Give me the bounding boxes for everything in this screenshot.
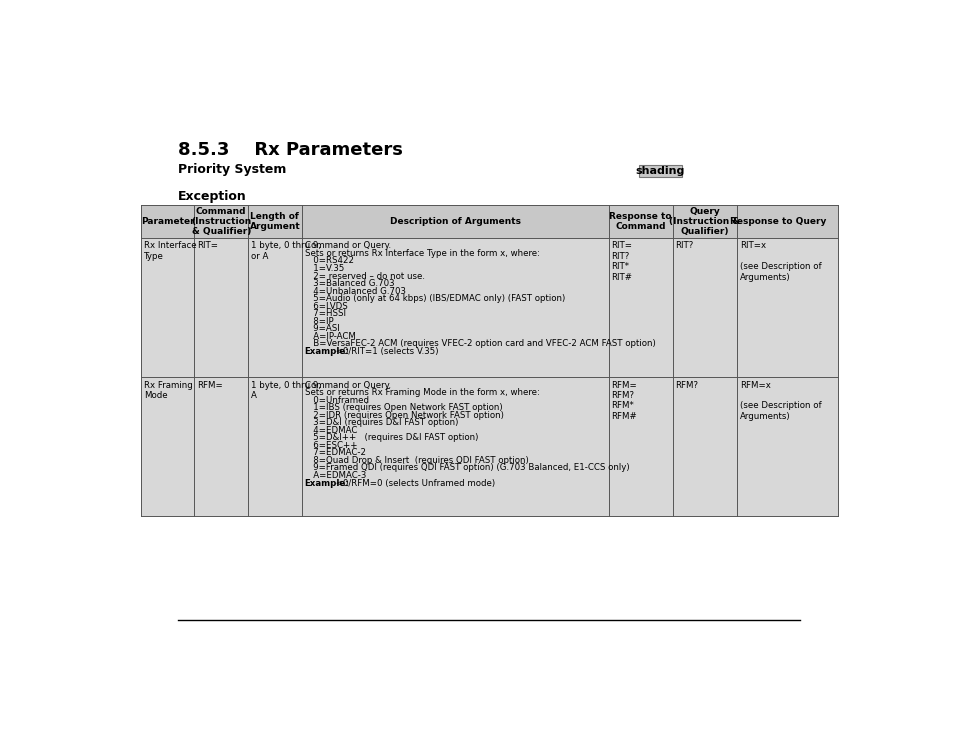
Text: 2= reserved – do not use.: 2= reserved – do not use. bbox=[304, 272, 424, 280]
Text: 3=Balanced G.703: 3=Balanced G.703 bbox=[304, 279, 394, 288]
Text: Sets or returns Rx Framing Mode in the form x, where:: Sets or returns Rx Framing Mode in the f… bbox=[304, 388, 539, 397]
Text: RIT=x

(see Description of
Arguments): RIT=x (see Description of Arguments) bbox=[739, 241, 821, 282]
Text: 6=ESC++: 6=ESC++ bbox=[304, 441, 356, 450]
Text: Command or Query.: Command or Query. bbox=[304, 381, 391, 390]
Text: 8=Quad Drop & Insert  (requires QDI FAST option): 8=Quad Drop & Insert (requires QDI FAST … bbox=[304, 456, 528, 465]
Text: 7=EDMAC-2: 7=EDMAC-2 bbox=[304, 449, 365, 458]
Text: A=EDMAC-3: A=EDMAC-3 bbox=[304, 471, 366, 480]
Text: 1=IBS (requires Open Network FAST option): 1=IBS (requires Open Network FAST option… bbox=[304, 403, 502, 413]
Text: Sets or returns Rx Interface Type in the form x, where:: Sets or returns Rx Interface Type in the… bbox=[304, 249, 539, 258]
Text: 9=ASI: 9=ASI bbox=[304, 324, 339, 334]
Text: 3=D&I (requires D&I FAST option): 3=D&I (requires D&I FAST option) bbox=[304, 418, 457, 427]
Text: Command or Query.: Command or Query. bbox=[304, 241, 391, 250]
Text: 1 byte, 0 thru 9,
A: 1 byte, 0 thru 9, A bbox=[251, 381, 320, 400]
Text: RIT=
RIT?
RIT*
RIT#: RIT= RIT? RIT* RIT# bbox=[611, 241, 632, 282]
Text: Example:: Example: bbox=[304, 347, 349, 356]
Text: Priority System: Priority System bbox=[177, 163, 286, 176]
Text: 6=LVDS: 6=LVDS bbox=[304, 302, 347, 311]
Bar bbox=[140, 377, 837, 517]
Text: RFM?: RFM? bbox=[675, 381, 698, 390]
Text: B=VersaFEC-2 ACM (requires VFEC-2 option card and VFEC-2 ACM FAST option): B=VersaFEC-2 ACM (requires VFEC-2 option… bbox=[304, 339, 655, 348]
Text: 0=RS422: 0=RS422 bbox=[304, 257, 354, 266]
Bar bbox=[140, 238, 837, 377]
Text: 5=D&I++   (requires D&I FAST option): 5=D&I++ (requires D&I FAST option) bbox=[304, 433, 477, 442]
Text: Example:: Example: bbox=[304, 478, 349, 488]
Text: Rx Framing
Mode: Rx Framing Mode bbox=[144, 381, 193, 400]
Text: RFM=x

(see Description of
Arguments): RFM=x (see Description of Arguments) bbox=[739, 381, 821, 421]
Text: A=IP-ACM: A=IP-ACM bbox=[304, 332, 355, 341]
Text: 2=IDR (requires Open Network FAST option): 2=IDR (requires Open Network FAST option… bbox=[304, 411, 503, 420]
Text: Exception: Exception bbox=[177, 190, 246, 203]
Text: <0/RIT=1 (selects V.35): <0/RIT=1 (selects V.35) bbox=[333, 347, 437, 356]
Bar bbox=[639, 165, 681, 177]
Text: 0=Unframed: 0=Unframed bbox=[304, 396, 368, 404]
Text: 8=IP: 8=IP bbox=[304, 317, 333, 325]
Text: <0/RFM=0 (selects Unframed mode): <0/RFM=0 (selects Unframed mode) bbox=[333, 478, 495, 488]
Text: 7=HSSI: 7=HSSI bbox=[304, 309, 345, 318]
Text: Description of Arguments: Description of Arguments bbox=[389, 217, 520, 226]
Text: 5=Audio (only at 64 kbps) (IBS/EDMAC only) (FAST option): 5=Audio (only at 64 kbps) (IBS/EDMAC onl… bbox=[304, 294, 564, 303]
Text: shading: shading bbox=[635, 166, 684, 176]
Text: Rx Interface
Type: Rx Interface Type bbox=[144, 241, 196, 261]
Text: 8.5.3    Rx Parameters: 8.5.3 Rx Parameters bbox=[177, 142, 402, 159]
Text: Response to Query: Response to Query bbox=[730, 217, 826, 226]
Text: 4=EDMAC: 4=EDMAC bbox=[304, 426, 356, 435]
Text: RIT?: RIT? bbox=[675, 241, 693, 250]
Text: RFM=: RFM= bbox=[197, 381, 223, 390]
Text: RFM=
RFM?
RFM*
RFM#: RFM= RFM? RFM* RFM# bbox=[611, 381, 637, 421]
Text: Command
(Instruction
& Qualifier): Command (Instruction & Qualifier) bbox=[191, 207, 251, 236]
Text: 4=Unbalanced G.703: 4=Unbalanced G.703 bbox=[304, 286, 405, 296]
Text: RIT=: RIT= bbox=[197, 241, 218, 250]
Text: 9=Framed QDI (requires QDI FAST option) (G.703 Balanced, E1-CCS only): 9=Framed QDI (requires QDI FAST option) … bbox=[304, 463, 629, 472]
Bar bbox=[140, 205, 837, 238]
Text: Length of
Argument: Length of Argument bbox=[250, 212, 300, 231]
Text: Parameter: Parameter bbox=[141, 217, 194, 226]
Text: 1=V.35: 1=V.35 bbox=[304, 264, 344, 273]
Text: Query
(Instruction &
Qualifier): Query (Instruction & Qualifier) bbox=[668, 207, 740, 236]
Text: 1 byte, 0 thru 9,
or A: 1 byte, 0 thru 9, or A bbox=[251, 241, 320, 261]
Text: Response to
Command: Response to Command bbox=[609, 212, 671, 231]
